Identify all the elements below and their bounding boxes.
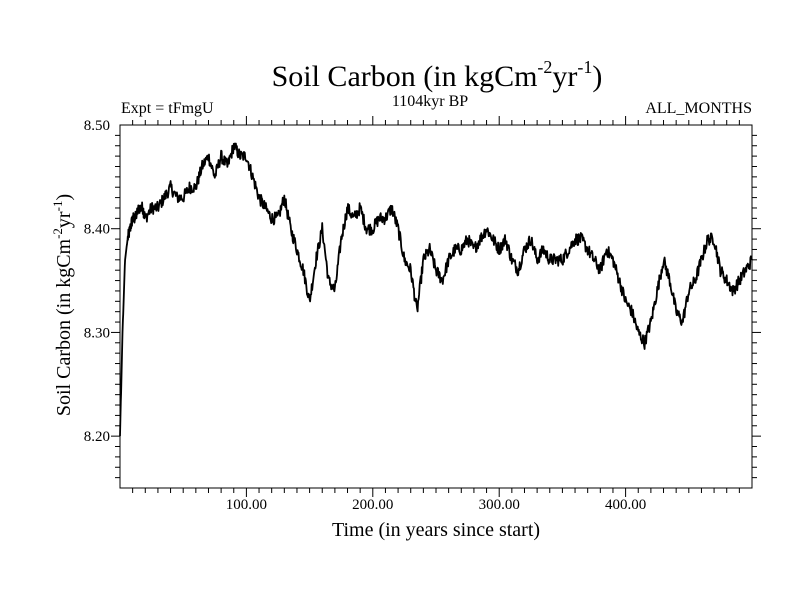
x-axis-ticks [132,116,740,497]
series-line-soil-carbon [119,142,753,437]
y-axis-ticks [111,134,761,479]
x-tick-label: 300.00 [479,497,520,513]
x-tick-label: 100.00 [226,497,267,513]
experiment-label: Expt = tFmgU [121,100,214,117]
chart-title: Soil Carbon (in kgCm-2yr-1) [272,57,603,93]
x-tick-label: 200.00 [352,497,393,513]
y-tick-label: 8.30 [84,325,110,341]
y-tick-label: 8.20 [84,429,110,445]
period-label: 1104kyr BP [392,93,468,110]
y-tick-label: 8.40 [84,222,110,238]
y-tick-label: 8.50 [84,118,110,134]
x-tick-label: 400.00 [605,497,646,513]
y-axis-title: Soil Carbon (in kgCm-2yr-1) [50,194,75,416]
x-axis-title: Time (in years since start) [332,519,540,541]
y-axis-tick-labels: 8.20 8.30 8.40 8.50 [84,118,110,445]
months-label: ALL_MONTHS [645,100,752,117]
x-axis-tick-labels: 100.00 200.00 300.00 400.00 [226,497,646,513]
plot-frame [119,124,753,489]
